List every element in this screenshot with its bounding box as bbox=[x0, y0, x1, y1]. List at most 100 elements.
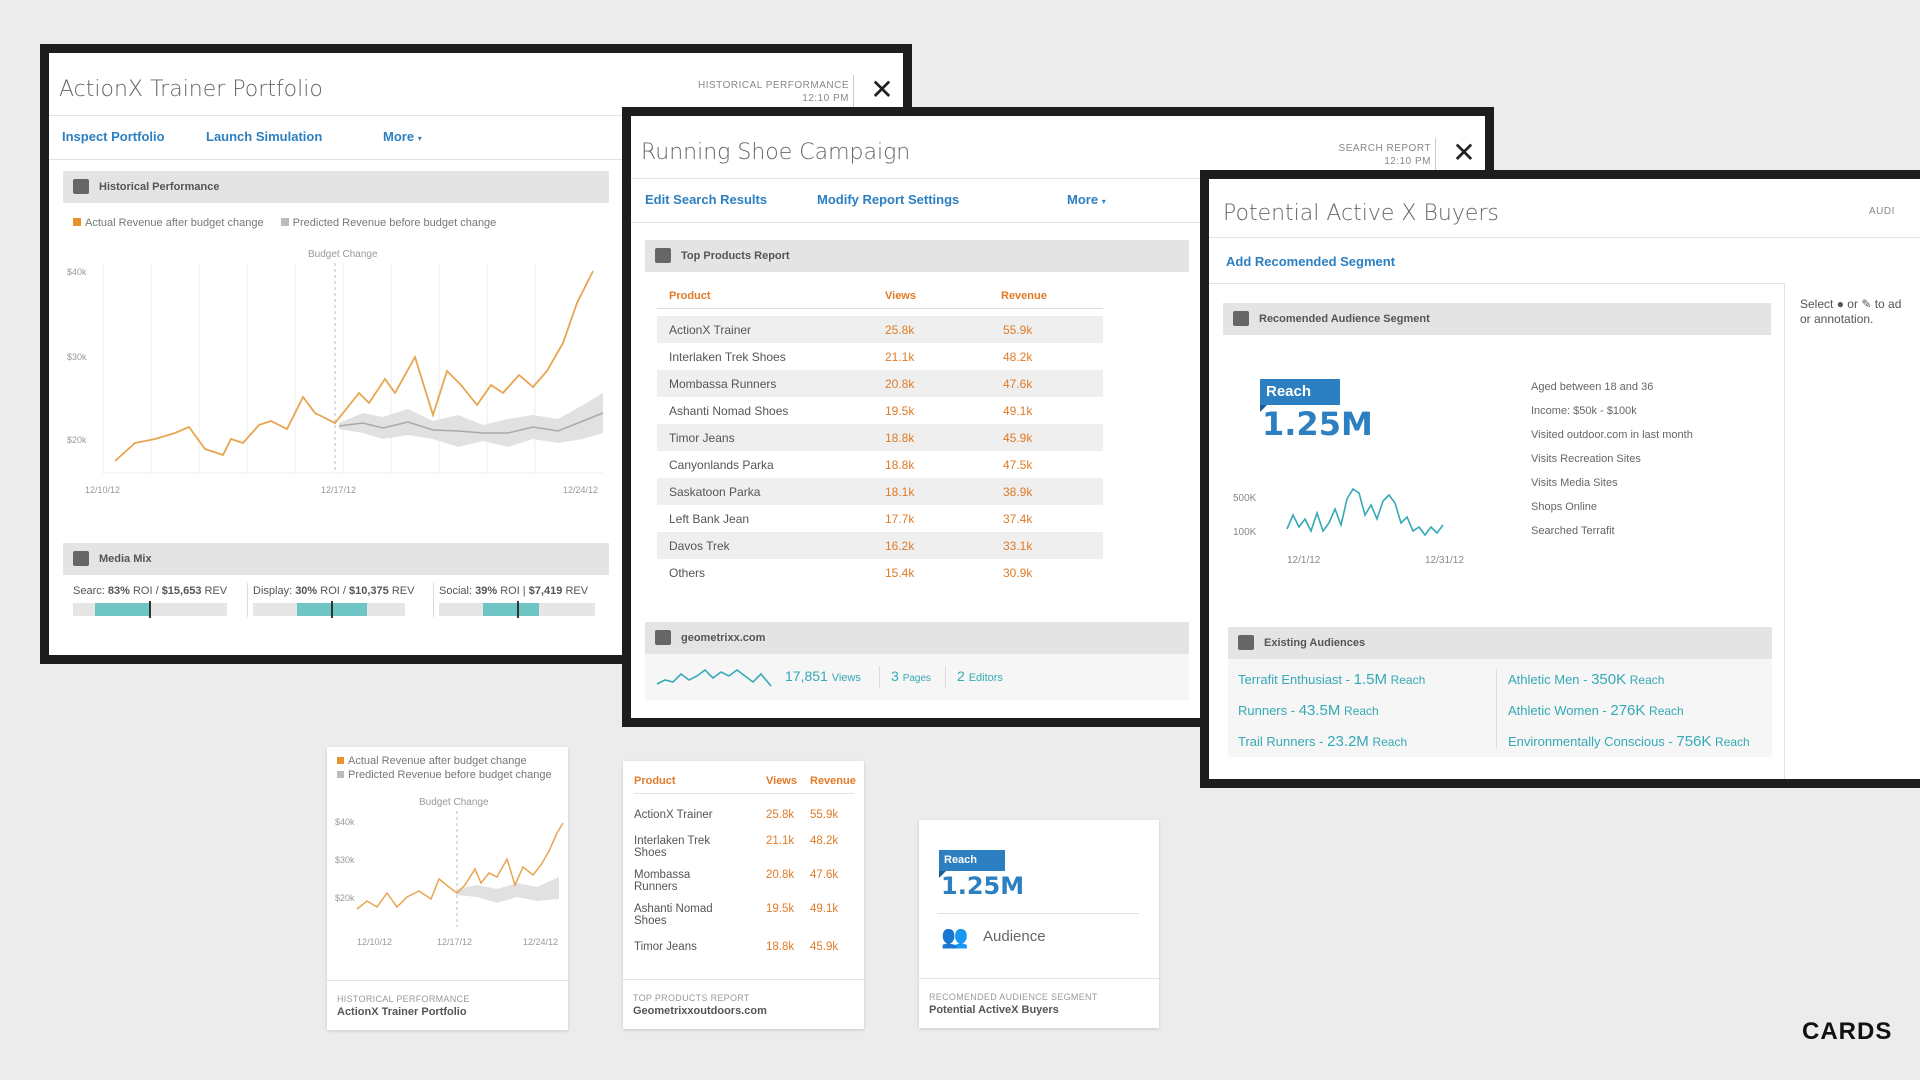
window-meta: AUDI bbox=[1869, 206, 1895, 217]
legend-swatch-actual bbox=[337, 757, 344, 764]
audience-item[interactable]: Athletic Men - 350K Reach bbox=[1508, 671, 1665, 688]
media-search: Searc: 83% ROI / $15,653 REV bbox=[73, 585, 243, 618]
table-header: Product Views Revenue bbox=[657, 290, 1103, 312]
product-revenue: 48.2k bbox=[810, 835, 839, 847]
meta-label: HISTORICAL PERFORMANCE bbox=[697, 80, 849, 91]
ytick: 500K bbox=[1233, 493, 1257, 504]
product-views: 25.8k bbox=[766, 809, 795, 821]
legend-predicted: Predicted Revenue before budget change bbox=[292, 217, 497, 229]
table-row[interactable]: Canyonlands Parka 18.8k 47.5k bbox=[657, 451, 1103, 478]
audience-segment-card[interactable]: Reach 1.25M 👥 Audience RECOMENDED AUDIEN… bbox=[919, 820, 1159, 1028]
table-row[interactable]: Saskatoon Parka 18.1k 38.9k bbox=[657, 478, 1103, 505]
col-revenue: Revenue bbox=[1001, 290, 1047, 302]
product-revenue: 47.6k bbox=[810, 869, 839, 881]
product-views: 25.8k bbox=[885, 323, 915, 337]
top-products-header: Top Products Report bbox=[645, 240, 1189, 272]
product-name: Ashanti Nomad Shoes bbox=[634, 903, 713, 927]
audience-item[interactable]: Runners - 43.5M Reach bbox=[1238, 702, 1379, 719]
top-products-card[interactable]: Product Views Revenue ActionX Trainer 25.… bbox=[623, 761, 864, 1029]
divider bbox=[49, 115, 903, 116]
historical-performance-card[interactable]: Actual Revenue after budget change Predi… bbox=[327, 747, 568, 1030]
reach-sparkline: 500K 100K 12/1/12 12/31/12 bbox=[1233, 487, 1464, 566]
ytick: 100K bbox=[1233, 527, 1257, 538]
meta-time: 12:10 PM bbox=[802, 93, 849, 104]
product-name: ActionX Trainer bbox=[669, 323, 752, 337]
section-title: geometrixx.com bbox=[681, 632, 766, 644]
product-views: 17.7k bbox=[885, 512, 915, 526]
sidebar-divider bbox=[1784, 283, 1785, 779]
table-row[interactable]: Mombassa Runners 20.8k 47.6k bbox=[657, 370, 1103, 397]
table-row[interactable]: Ashanti Nomad Shoes 19.5k 49.1k bbox=[657, 397, 1103, 424]
meta-time: 12:10 PM bbox=[1384, 156, 1431, 167]
audience-item[interactable]: Terrafit Enthusiast - 1.5M Reach bbox=[1238, 671, 1426, 688]
window-title: ActionX Trainer Portfolio bbox=[59, 77, 323, 102]
segment-attribute: Aged between 18 and 36 bbox=[1531, 381, 1654, 393]
table-row[interactable]: Timor Jeans 18.8k 45.9k bbox=[657, 424, 1103, 451]
audience-item[interactable]: Environmentally Conscious - 756K Reach bbox=[1508, 733, 1750, 750]
edit-search-results-link[interactable]: Edit Search Results bbox=[645, 192, 768, 207]
inspect-portfolio-link[interactable]: Inspect Portfolio bbox=[62, 129, 165, 144]
product-revenue: 55.9k bbox=[810, 809, 839, 821]
table-row[interactable]: ActionX Trainer 25.8k 55.9k bbox=[657, 316, 1103, 343]
table-row[interactable]: Others 15.4k 30.9k bbox=[657, 559, 1103, 586]
more-menu[interactable]: More ▾ bbox=[1067, 192, 1106, 207]
divider bbox=[937, 913, 1139, 914]
audience-item[interactable]: Athletic Women - 276K Reach bbox=[1508, 702, 1684, 719]
reach-badge: Reach bbox=[939, 850, 1005, 878]
more-menu[interactable]: More ▾ bbox=[383, 129, 422, 144]
product-views: 18.8k bbox=[885, 431, 915, 445]
legend-swatch-predicted bbox=[337, 771, 344, 778]
site-stats: 17,851 Views 3 Pages 2 Editors bbox=[645, 654, 1189, 700]
site-search-icon bbox=[655, 630, 671, 645]
editors-value[interactable]: 2 Editors bbox=[957, 668, 1003, 684]
product-views: 18.8k bbox=[885, 458, 915, 472]
product-name: Interlaken Trek Shoes bbox=[669, 350, 786, 364]
actual-line bbox=[114, 270, 594, 462]
media-bar bbox=[253, 601, 405, 618]
close-icon[interactable]: ✕ bbox=[1435, 138, 1479, 170]
svg-text:12/17/12: 12/17/12 bbox=[437, 937, 472, 947]
people-icon bbox=[1233, 311, 1249, 326]
views-sparkline bbox=[656, 668, 772, 687]
window-title: Potential Active X Buyers bbox=[1223, 201, 1499, 226]
cards-brand-label: CARDS bbox=[1802, 1018, 1893, 1045]
product-name: Interlaken Trek Shoes bbox=[634, 835, 711, 859]
audience-item[interactable]: Trail Runners - 23.2M Reach bbox=[1238, 733, 1408, 750]
pencil-icon: ✎ bbox=[1861, 297, 1872, 311]
table-row[interactable]: Davos Trek 16.2k 33.1k bbox=[657, 532, 1103, 559]
chart-legend: Actual Revenue after budget change Predi… bbox=[73, 217, 496, 229]
launch-simulation-link[interactable]: Launch Simulation bbox=[206, 129, 323, 144]
ytick: $40k bbox=[67, 267, 87, 277]
people-icon bbox=[1238, 635, 1254, 650]
card-type: TOP PRODUCTS REPORT bbox=[633, 993, 750, 1003]
divider bbox=[631, 222, 1485, 223]
product-revenue: 49.1k bbox=[810, 903, 839, 915]
product-views: 20.8k bbox=[885, 377, 915, 391]
views-value: 17,851 Views bbox=[785, 668, 861, 684]
product-revenue: 47.5k bbox=[1003, 458, 1033, 472]
product-revenue: 45.9k bbox=[1003, 431, 1033, 445]
reach-value: 1.25M bbox=[941, 872, 1025, 900]
pages-value[interactable]: 3 Pages bbox=[891, 668, 932, 684]
audiences-list: Terrafit Enthusiast - 1.5M Reach Athleti… bbox=[1228, 659, 1772, 757]
predicted-band bbox=[339, 393, 603, 447]
divider bbox=[631, 178, 1485, 179]
table-row[interactable]: Interlaken Trek Shoes 21.1k 48.2k bbox=[657, 343, 1103, 370]
close-icon[interactable]: ✕ bbox=[853, 75, 897, 107]
add-recommended-segment-link[interactable]: Add Recomended Segment bbox=[1226, 254, 1396, 269]
modify-report-settings-link[interactable]: Modify Report Settings bbox=[817, 192, 960, 207]
table-row[interactable]: Left Bank Jean 17.7k 37.4k bbox=[657, 505, 1103, 532]
product-name: Davos Trek bbox=[669, 539, 730, 553]
card-title: ActionX Trainer Portfolio bbox=[337, 1006, 467, 1018]
window-title: Running Shoe Campaign bbox=[641, 140, 911, 165]
product-revenue: 37.4k bbox=[1003, 512, 1033, 526]
reach-value: 1.25M bbox=[1262, 405, 1373, 443]
budget-change-label: Budget Change bbox=[308, 249, 378, 260]
xtick: 12/10/12 bbox=[85, 485, 120, 495]
legend-actual: Actual Revenue after budget change bbox=[85, 217, 264, 229]
divider bbox=[657, 308, 1103, 309]
product-views: 18.8k bbox=[766, 941, 795, 953]
product-revenue: 55.9k bbox=[1003, 323, 1033, 337]
product-name: Mombassa Runners bbox=[669, 377, 777, 391]
card-legend: Actual Revenue after budget change Predi… bbox=[337, 754, 552, 782]
